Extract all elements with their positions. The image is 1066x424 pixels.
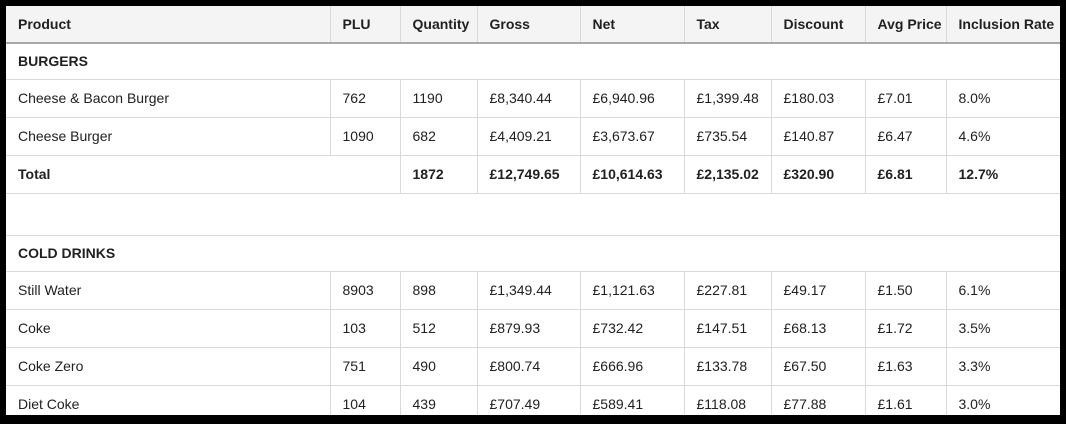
cell-tax: £1,399.48 [683, 79, 771, 118]
cell-inclusion-rate: 4.6% [945, 117, 1060, 156]
cell-tax: £147.51 [683, 309, 771, 348]
column-header-tax: Tax [683, 6, 771, 44]
cell-quantity: 512 [399, 309, 477, 348]
cell-tax: £133.78 [683, 347, 771, 386]
column-header-gross: Gross [476, 6, 580, 44]
cell-quantity: 439 [399, 385, 477, 415]
cell-net: £589.41 [579, 385, 684, 415]
total-cell-gross: £12,749.65 [476, 155, 580, 194]
table-row: Cheese & Bacon Burger 762 1190 £8,340.44 £6,… [6, 79, 1060, 118]
cell-quantity: 1190 [399, 79, 477, 118]
cell-product: Diet Coke [6, 385, 330, 415]
total-cell-quantity: 1872 [399, 155, 477, 194]
cell-discount: £140.87 [770, 117, 865, 156]
cell-gross: £879.93 [476, 309, 580, 348]
column-header-discount: Discount [770, 6, 865, 44]
total-cell-net: £10,614.63 [579, 155, 684, 194]
cell-tax: £118.08 [683, 385, 771, 415]
section-row: BURGERS [6, 43, 1060, 80]
section-title: COLD DRINKS [6, 235, 1060, 272]
column-header-quantity: Quantity [399, 6, 477, 44]
cell-tax: £735.54 [683, 117, 771, 156]
cell-discount: £77.88 [770, 385, 865, 415]
column-header-inclusion-rate: Inclusion Rate [945, 6, 1060, 44]
column-header-plu: PLU [329, 6, 400, 44]
cell-inclusion-rate: 3.0% [945, 385, 1060, 415]
cell-net: £1,121.63 [579, 271, 684, 310]
section-row: COLD DRINKS [6, 235, 1060, 272]
cell-quantity: 898 [399, 271, 477, 310]
cell-inclusion-rate: 3.5% [945, 309, 1060, 348]
cell-quantity: 490 [399, 347, 477, 386]
cell-product: Still Water [6, 271, 330, 310]
cell-discount: £68.13 [770, 309, 865, 348]
cell-discount: £180.03 [770, 79, 865, 118]
column-header-avg-price: Avg Price [864, 6, 946, 44]
header-row: Product PLU Quantity Gross Net Tax Discount Avg… [6, 6, 1060, 44]
cell-avg-price: £1.61 [864, 385, 946, 415]
cell-product: Cheese Burger [6, 117, 330, 156]
cell-avg-price: £6.47 [864, 117, 946, 156]
cell-quantity: 682 [399, 117, 477, 156]
cell-inclusion-rate: 6.1% [945, 271, 1060, 310]
cell-net: £6,940.96 [579, 79, 684, 118]
cell-gross: £800.74 [476, 347, 580, 386]
column-header-net: Net [579, 6, 684, 44]
cell-plu: 751 [329, 347, 400, 386]
total-cell-inclusion-rate: 12.7% [945, 155, 1060, 194]
cell-avg-price: £1.72 [864, 309, 946, 348]
sales-report-table: Product PLU Quantity Gross Net Tax Discount Avg… [6, 6, 1060, 415]
cell-gross: £4,409.21 [476, 117, 580, 156]
table-row: Coke 103 512 £879.93 £732.42 £147.51 £68.13 £1.… [6, 309, 1060, 348]
cell-inclusion-rate: 3.3% [945, 347, 1060, 386]
cell-discount: £49.17 [770, 271, 865, 310]
cell-plu: 103 [329, 309, 400, 348]
cell-product: Coke Zero [6, 347, 330, 386]
cell-net: £3,673.67 [579, 117, 684, 156]
cell-avg-price: £7.01 [864, 79, 946, 118]
column-header-product: Product [6, 6, 330, 44]
cell-plu: 8903 [329, 271, 400, 310]
total-row: Total 1872 £12,749.65 £10,614.63 £2,135.02 £3… [6, 155, 1060, 194]
total-cell-discount: £320.90 [770, 155, 865, 194]
total-cell-tax: £2,135.02 [683, 155, 771, 194]
cell-plu: 1090 [329, 117, 400, 156]
section-spacer-row [6, 193, 1060, 236]
table-row: Still Water 8903 898 £1,349.44 £1,121.63 £227… [6, 271, 1060, 310]
section-title: BURGERS [6, 43, 1060, 80]
cell-avg-price: £1.63 [864, 347, 946, 386]
table-row: Coke Zero 751 490 £800.74 £666.96 £133.78 £67.… [6, 347, 1060, 386]
table-row: Cheese Burger 1090 682 £4,409.21 £3,673.67 £7… [6, 117, 1060, 156]
cell-gross: £8,340.44 [476, 79, 580, 118]
cell-discount: £67.50 [770, 347, 865, 386]
cell-gross: £1,349.44 [476, 271, 580, 310]
cell-tax: £227.81 [683, 271, 771, 310]
table-body: BURGERS Cheese & Bacon Burger 762 1190 £8,34… [6, 43, 1060, 415]
cell-avg-price: £1.50 [864, 271, 946, 310]
cell-net: £732.42 [579, 309, 684, 348]
cell-plu: 104 [329, 385, 400, 415]
report-container: Product PLU Quantity Gross Net Tax Discount Avg… [6, 6, 1060, 415]
cell-net: £666.96 [579, 347, 684, 386]
table-row: Diet Coke 104 439 £707.49 £589.41 £118.08 £77.… [6, 385, 1060, 415]
cell-inclusion-rate: 8.0% [945, 79, 1060, 118]
total-label: Total [6, 155, 400, 194]
cell-product: Coke [6, 309, 330, 348]
cell-gross: £707.49 [476, 385, 580, 415]
cell-product: Cheese & Bacon Burger [6, 79, 330, 118]
cell-plu: 762 [329, 79, 400, 118]
section-spacer [6, 193, 1060, 236]
total-cell-avg-price: £6.81 [864, 155, 946, 194]
